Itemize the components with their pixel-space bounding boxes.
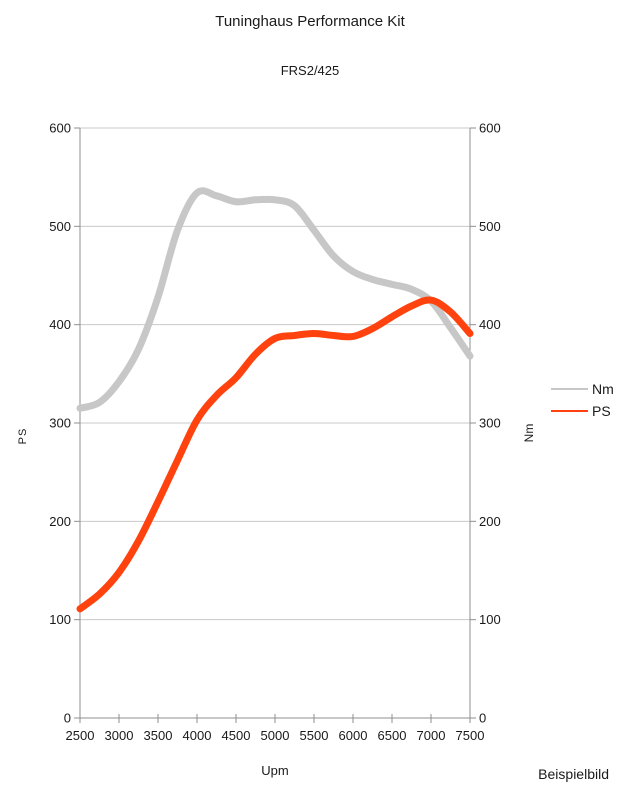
x-axis-tick-label: 2500 [66, 728, 95, 743]
x-axis-tick-label: 6500 [378, 728, 407, 743]
y-axis-tick-label-left: 400 [49, 317, 71, 332]
y-axis-tick-label-left: 300 [49, 416, 71, 431]
right-axis-title: Nm [522, 423, 536, 443]
chart-subtitle: FRS2/425 [280, 63, 340, 78]
y-axis-tick-label-right: 100 [479, 612, 501, 627]
footnote: Beispielbild [538, 766, 609, 782]
y-axis-tick-label-right: 400 [479, 317, 501, 332]
legend-item-nm: Nm [551, 378, 614, 400]
legend: Nm PS [551, 378, 614, 422]
y-axis-tick-label-right: 300 [479, 416, 501, 431]
y-axis-tick-label-left: 600 [49, 121, 71, 136]
y-axis-tick-label-left: 500 [49, 219, 71, 234]
x-axis-tick-label: 7000 [417, 728, 446, 743]
x-axis-tick-label: 4000 [183, 728, 212, 743]
y-axis-tick-label-left: 200 [49, 514, 71, 529]
nm-curve [76, 187, 474, 412]
ps-legend-line-icon [551, 410, 588, 412]
x-axis-tick-label: 7500 [456, 728, 485, 743]
y-axis-tick-label-right: 200 [479, 514, 501, 529]
x-axis-title: Upm [261, 763, 289, 778]
x-axis-tick-label: 3000 [105, 728, 134, 743]
x-axis-tick-label: 5500 [300, 728, 329, 743]
y-axis-tick-label-right: 600 [479, 121, 501, 136]
left-axis-title: PS [17, 427, 29, 445]
ps-curve [76, 296, 474, 613]
legend-item-ps: PS [551, 400, 614, 422]
x-axis-tick-label: 4500 [222, 728, 251, 743]
y-axis-tick-label-left: 100 [49, 612, 71, 627]
nm-legend-label: Nm [592, 381, 614, 397]
x-axis-tick-label: 6000 [339, 728, 368, 743]
x-axis-tick-label: 5000 [261, 728, 290, 743]
y-axis-tick-label-right: 500 [479, 219, 501, 234]
y-axis-tick-label-left: 0 [64, 711, 71, 726]
nm-legend-line-icon [551, 388, 588, 390]
y-axis-tick-label-right: 0 [479, 711, 486, 726]
chart-title: Tuninghaus Performance Kit [215, 13, 405, 30]
x-axis-tick-label: 3500 [144, 728, 173, 743]
ps-legend-label: PS [592, 403, 611, 419]
